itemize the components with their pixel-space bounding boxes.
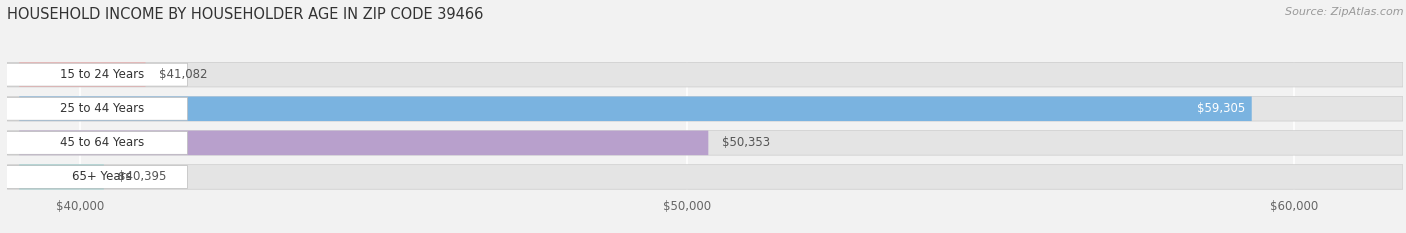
Text: Source: ZipAtlas.com: Source: ZipAtlas.com	[1285, 7, 1403, 17]
Text: 45 to 64 Years: 45 to 64 Years	[60, 136, 145, 149]
FancyBboxPatch shape	[7, 62, 1403, 87]
Text: $59,305: $59,305	[1197, 102, 1244, 115]
Text: 15 to 24 Years: 15 to 24 Years	[60, 68, 145, 81]
FancyBboxPatch shape	[7, 165, 1403, 189]
Text: $41,082: $41,082	[159, 68, 208, 81]
FancyBboxPatch shape	[20, 62, 146, 87]
Text: $40,395: $40,395	[118, 171, 166, 183]
Text: HOUSEHOLD INCOME BY HOUSEHOLDER AGE IN ZIP CODE 39466: HOUSEHOLD INCOME BY HOUSEHOLDER AGE IN Z…	[7, 7, 484, 22]
FancyBboxPatch shape	[7, 96, 1403, 121]
FancyBboxPatch shape	[7, 130, 1403, 155]
FancyBboxPatch shape	[0, 63, 187, 86]
Text: $50,353: $50,353	[723, 136, 770, 149]
FancyBboxPatch shape	[0, 165, 187, 188]
Text: 25 to 44 Years: 25 to 44 Years	[60, 102, 145, 115]
FancyBboxPatch shape	[0, 131, 187, 154]
Text: 65+ Years: 65+ Years	[73, 171, 132, 183]
FancyBboxPatch shape	[20, 96, 1251, 121]
FancyBboxPatch shape	[0, 97, 187, 120]
FancyBboxPatch shape	[20, 165, 104, 189]
FancyBboxPatch shape	[20, 130, 709, 155]
